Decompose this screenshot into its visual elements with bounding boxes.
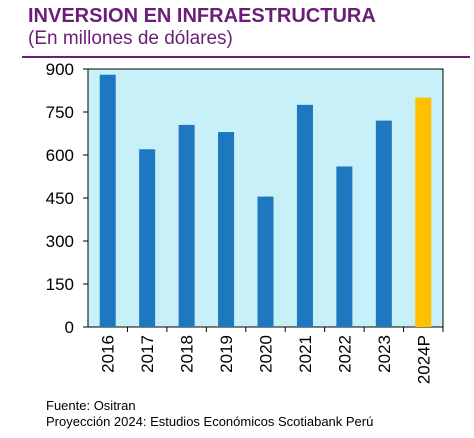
x-axis: 2016 2017 2018 2019 2020 2021 2022 2023 2024P [99,327,444,384]
y-tick-label: 600 [46,146,74,165]
y-tick-label: 750 [46,103,74,122]
x-tick-label: 2019 [217,335,236,373]
bar-2016 [99,74,116,327]
y-tick-label: 0 [65,318,74,337]
bar-2021 [296,104,313,327]
y-tick-label: 450 [46,189,74,208]
bar-2020 [257,196,274,327]
x-tick-label: 2017 [138,335,157,373]
x-tick-label: 2020 [257,335,276,373]
y-tick-label: 300 [46,232,74,251]
x-tick-label: 2018 [178,335,197,373]
x-tick-label: 2023 [375,335,394,373]
x-tick-label: 2016 [99,335,118,373]
bars [99,74,432,328]
chart-title: INVERSION EN INFRAESTRUCTURA [28,5,376,27]
bar-2023 [375,120,392,327]
bar-2018 [178,124,195,328]
source-note: Fuente: Ositran [46,398,136,413]
bar-2022 [336,166,353,327]
y-tick-label: 900 [46,60,74,79]
y-tick-label: 150 [46,275,74,294]
chart-subtitle: (En millones de dólares) [28,28,233,49]
projection-note: Proyección 2024: Estudios Económicos Sco… [46,414,374,429]
bar-2017 [139,149,156,327]
x-tick-label: 2022 [335,335,354,373]
x-tick-label: 2021 [296,335,315,373]
bar-2024p [415,97,432,328]
x-tick-label: 2024P [414,335,433,384]
y-axis: 0 150 300 450 600 750 900 [46,60,88,337]
bar-2019 [218,132,235,327]
title-divider [22,56,470,58]
